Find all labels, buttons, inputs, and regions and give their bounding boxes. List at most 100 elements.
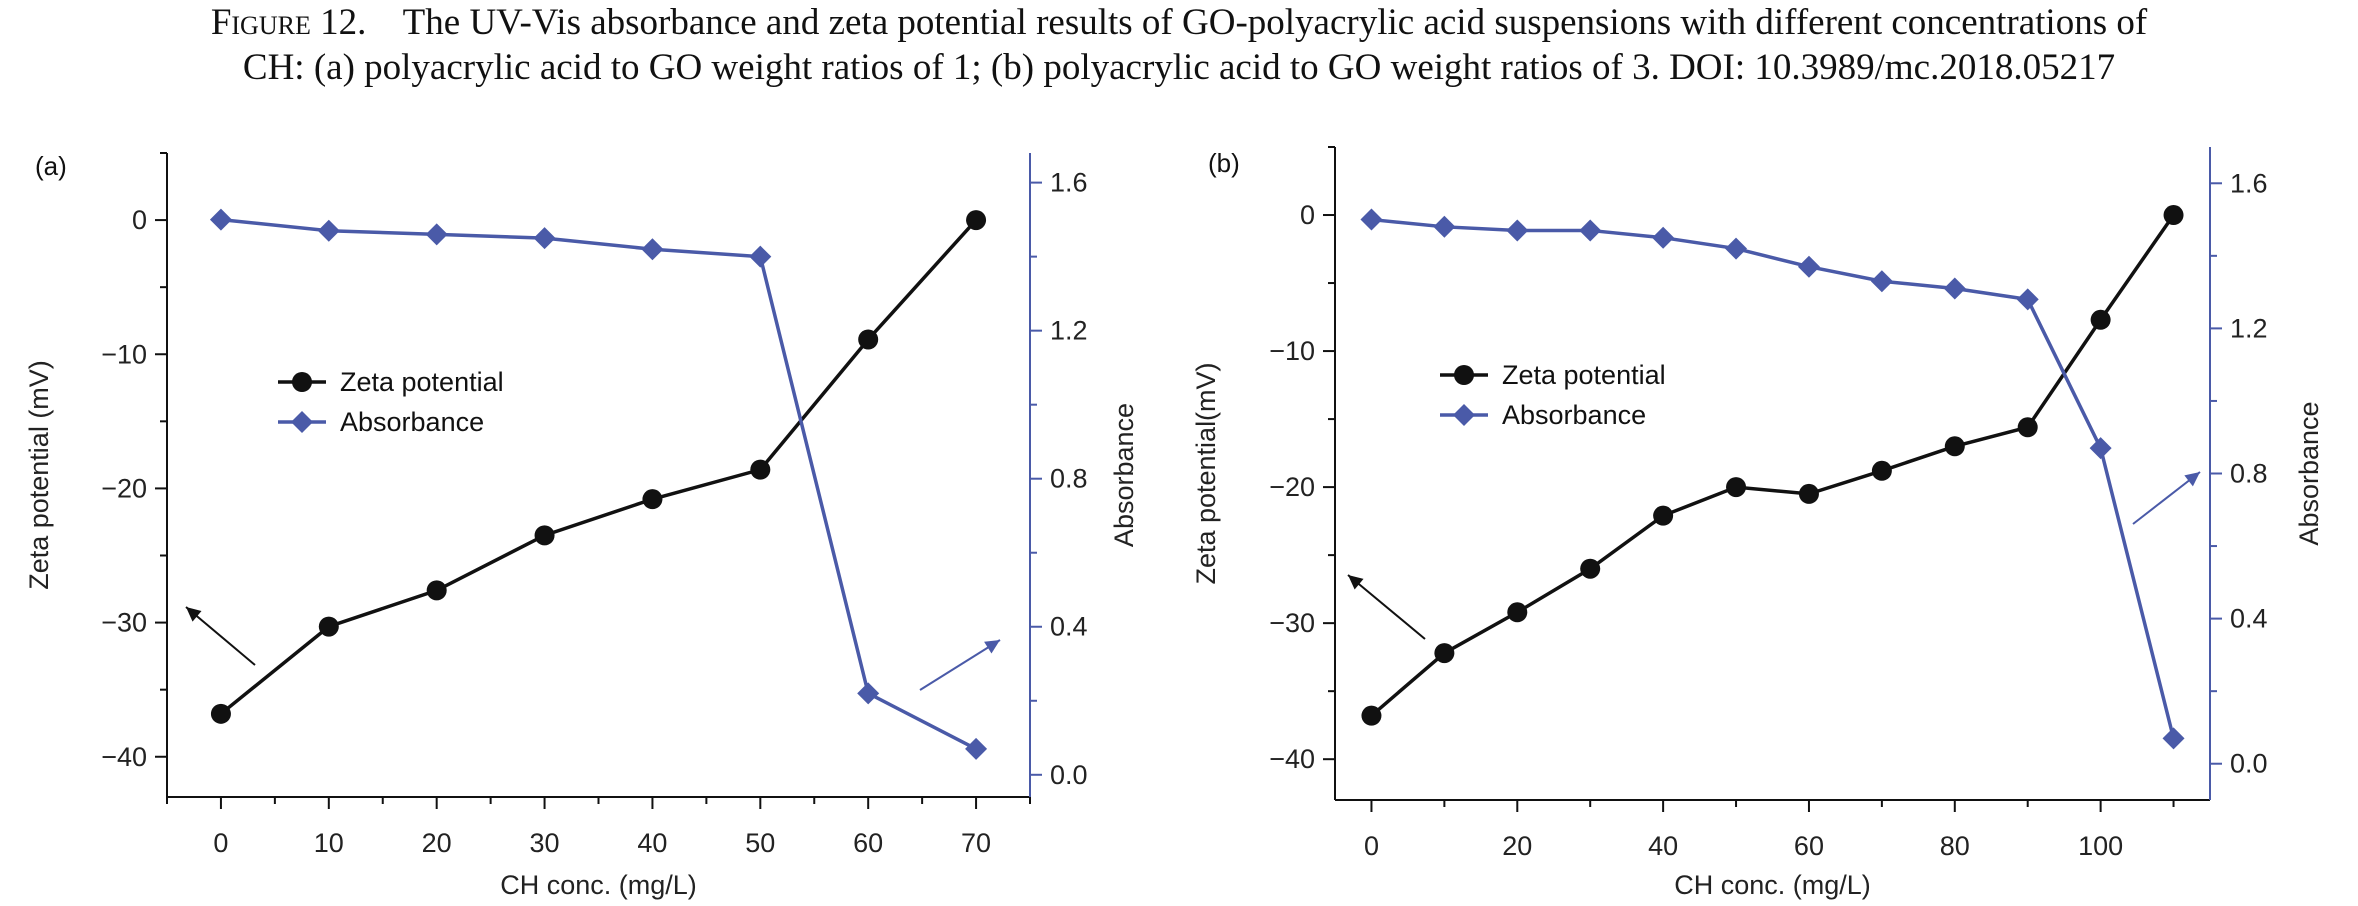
y2-tick-label: 0.8 <box>1050 464 1088 494</box>
y2-tick-label: 0.0 <box>2230 749 2268 779</box>
arrow-head <box>1348 575 1364 590</box>
absorbance-point <box>749 245 772 268</box>
x-tick-label: 30 <box>530 828 560 858</box>
zeta-potential-point <box>2163 205 2184 226</box>
zeta-axis-arrow <box>1347 574 1426 640</box>
zeta-potential-point <box>210 703 231 724</box>
y-tick-label: −30 <box>101 608 147 638</box>
zeta-potential-point <box>1726 477 1747 498</box>
chart-panel-a: 0 10 20 30 40 50 60 70 0 −10 −20 −30 −40 0.0 0.4 0.8 1.2… <box>24 151 1139 900</box>
y2-tick-label: 0.8 <box>2230 459 2268 489</box>
zeta-potential-line <box>219 218 978 716</box>
zeta-potential-point <box>2090 309 2111 330</box>
absorbance-line <box>1371 217 2176 739</box>
absorbance-point <box>209 208 232 231</box>
zeta-potential-point <box>1507 602 1528 623</box>
panel-label: (a) <box>35 151 67 181</box>
absorbance-point <box>1360 208 1383 231</box>
y2-tick-label: 0.4 <box>1050 612 1088 642</box>
absorbance-point <box>1506 219 1529 242</box>
absorbance-point <box>1725 237 1748 260</box>
y-tick-label: −30 <box>1269 608 1315 638</box>
zeta-potential-point <box>1361 705 1382 726</box>
absorbance-point <box>1652 226 1675 249</box>
y2-tick-label: 1.6 <box>2230 168 2268 198</box>
y2-tick-label: 1.2 <box>1050 316 1088 346</box>
zeta-potential-point <box>858 329 879 350</box>
y-tick-label: −20 <box>101 473 147 503</box>
y2-axis-label: Absorbance <box>1109 403 1139 547</box>
zeta-potential-point <box>750 459 771 480</box>
zeta-potential-point <box>426 580 447 601</box>
absorbance-point <box>425 223 448 246</box>
y-tick-label: 0 <box>1300 200 1315 230</box>
figure-caption: Figure 12. The UV-Vis absorbance and zet… <box>0 0 2358 90</box>
zeta-potential-point <box>2017 417 2038 438</box>
zeta-potential-point <box>534 525 555 546</box>
y-tick-label: −40 <box>101 742 147 772</box>
absorbance-point <box>1943 277 1966 300</box>
legend-entry: Absorbance <box>340 407 484 437</box>
y-axis-label: Zeta potential(mV) <box>1191 362 1221 584</box>
x-tick-label: 20 <box>1502 831 1532 861</box>
absorbance-point <box>2162 727 2185 750</box>
absorbance-point <box>1797 255 1820 278</box>
legend-entry: Zeta potential <box>340 367 504 397</box>
panel-label: (b) <box>1208 148 1240 178</box>
caption-text-1: The UV-Vis absorbance and zeta potential… <box>402 2 2148 43</box>
x-tick-label: 40 <box>637 828 667 858</box>
legend-swatch-circle <box>292 372 312 392</box>
x-tick-label: 20 <box>422 828 452 858</box>
zeta-potential-point <box>1944 436 1965 457</box>
y2-tick-label: 0.0 <box>1050 760 1088 790</box>
absorbance-point <box>1433 215 1456 238</box>
x-tick-label: 0 <box>213 828 228 858</box>
x-tick-label: 60 <box>1794 831 1824 861</box>
arrow-head <box>186 607 202 622</box>
absorbance-point <box>2016 288 2039 311</box>
zeta-potential-point <box>966 210 987 231</box>
x-tick-label: 0 <box>1364 831 1379 861</box>
zeta-potential-point <box>1871 460 1892 481</box>
x-tick-label: 100 <box>2078 831 2123 861</box>
absorbance-point <box>965 737 988 760</box>
y-tick-label: −10 <box>1269 336 1315 366</box>
absorbance-point <box>533 227 556 250</box>
absorbance-point <box>641 238 664 261</box>
y-tick-label: −40 <box>1269 744 1315 774</box>
y2-axis-label: Absorbance <box>2294 401 2324 545</box>
absorbance-point <box>2089 437 2112 460</box>
legend-entry: Absorbance <box>1502 400 1646 430</box>
caption-line-1: Figure 12. The UV-Vis absorbance and zet… <box>0 0 2358 45</box>
absorbance-point <box>857 682 880 705</box>
absorbance-axis-arrow <box>919 639 1001 691</box>
y2-tick-label: 0.4 <box>2230 604 2268 634</box>
x-tick-label: 70 <box>961 828 991 858</box>
y-tick-label: −20 <box>1269 472 1315 502</box>
x-tick-label: 50 <box>745 828 775 858</box>
zeta-potential-point <box>318 616 339 637</box>
zeta-potential-point <box>642 489 663 510</box>
figure-number: Figure 12. <box>210 2 367 43</box>
absorbance-point <box>1579 219 1602 242</box>
zeta-potential-point <box>1580 558 1601 579</box>
legend-swatch-diamond <box>1453 404 1475 426</box>
x-tick-label: 60 <box>853 828 883 858</box>
legend-entry: Zeta potential <box>1502 360 1666 390</box>
arrow-head <box>2184 472 2200 487</box>
absorbance-point <box>1870 270 1893 293</box>
absorbance-point <box>317 219 340 242</box>
zeta-potential-line <box>1370 214 2175 717</box>
y2-tick-label: 1.6 <box>1050 168 1088 198</box>
arrow-head <box>984 640 1000 654</box>
x-tick-label: 80 <box>1940 831 1970 861</box>
y2-tick-label: 1.2 <box>2230 313 2268 343</box>
y-tick-label: −10 <box>101 339 147 369</box>
zeta-potential-point <box>1653 505 1674 526</box>
legend-swatch-circle <box>1454 365 1474 385</box>
zeta-potential-point <box>1798 483 1819 504</box>
zeta-axis-arrow <box>185 606 256 666</box>
chart-panel-b: 0 20 40 60 80 100 0 −10 −20 −30 −40 0.0 0.4 0.8 1.2 1.6… <box>1191 146 2324 900</box>
x-axis-label: CH conc. (mg/L) <box>500 870 697 900</box>
